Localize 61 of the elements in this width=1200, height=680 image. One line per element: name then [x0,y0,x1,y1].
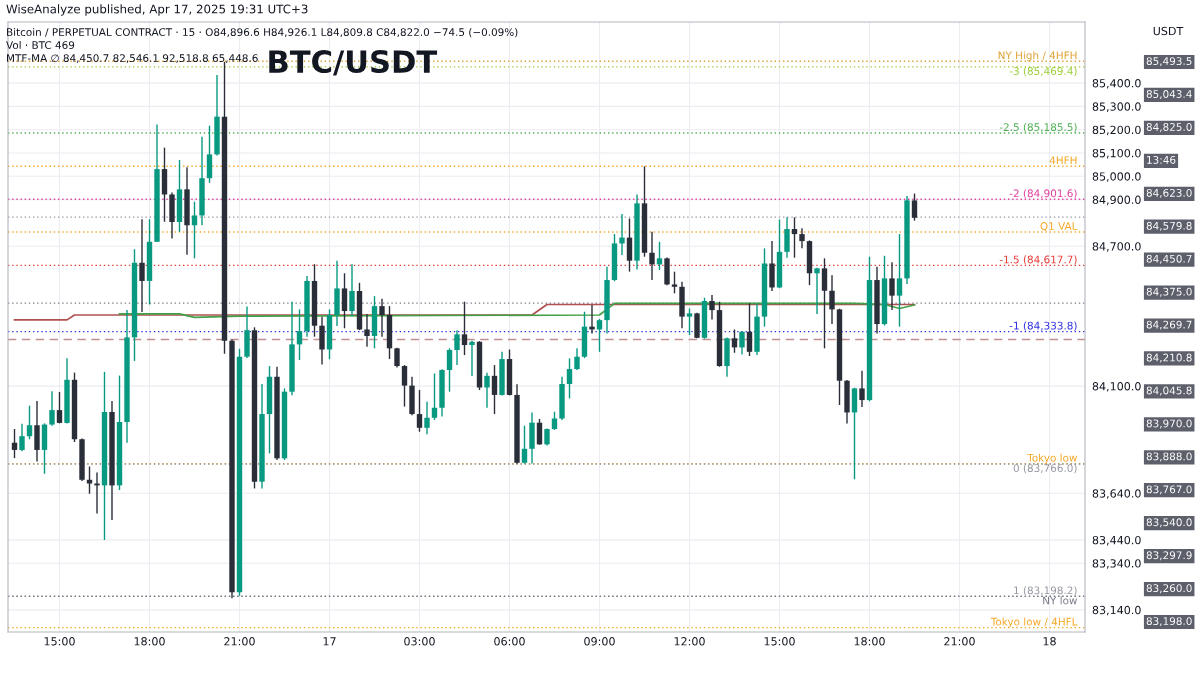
text: 83,260.0 [1146,584,1192,594]
text: 13:46 [1147,155,1176,164]
text: 84,579.8 [1146,221,1192,231]
annotation: Bitcoin / PERPETUAL CONTRACT · 15 · O84,896.6 H84,926.1 L84,809.8 C84,822.0 −74.5 (−0.09%) [7,27,518,38]
ref-line-label: 4HFH [1049,156,1077,165]
text: 85,043.4 [1146,90,1192,100]
x-tick-label: 03:00 [404,637,435,646]
text: 84,210.8 [1146,353,1192,363]
text: WiseAnalyze published, Apr 17, 2025 19:31 UTC+3 [6,4,308,16]
ref-line-label: -3 (85,469.4) [1009,66,1077,77]
text: 83,540.0 [1146,518,1192,528]
y-tick-label: 85,300.0 [1092,102,1141,112]
ref-line-label: 1 (83,198.2) [1014,586,1077,596]
text: 84,045.8 [1146,386,1192,396]
x-tick-label: 21:00 [224,637,255,646]
ref-line-label: -1.5 (84,617.7) [999,255,1077,265]
y-tick-label: 84,700.0 [1092,242,1141,252]
ref-line-label: NY low [1043,596,1078,605]
x-tick-label: 18 [1043,637,1056,646]
text: 85,493.5 [1146,57,1192,67]
x-tick-label: 17 [323,637,336,646]
text: 83,970.0 [1146,419,1192,429]
y-tick-label: 84,100.0 [1092,382,1141,392]
y-tick-label: 83,440.0 [1092,535,1141,546]
ref-line-label: -2 (84,901.6) [1009,189,1077,199]
x-tick-label: 18:00 [134,637,165,646]
x-tick-label: 15:00 [764,637,795,646]
x-tick-label: 12:00 [674,637,705,646]
x-tick-label: 06:00 [494,637,525,646]
ref-line-label: -2.5 (85,185.5) [999,123,1077,133]
y-tick-label: 83,340.0 [1092,559,1141,569]
x-tick-label: 21:00 [944,637,975,646]
annotation: Vol · BTC 469 [6,40,75,50]
x-tick-label: 09:00 [584,637,615,646]
y-tick-label: 83,140.0 [1092,605,1141,616]
ref-line-label: 0 (83,766.0) [1013,463,1077,474]
text: 84,269.7 [1146,320,1192,330]
annotation: MTF-MA ∅ 84,450.7 82,546.1 92,518.8 65,448.6 [7,54,258,64]
text: 83,767.0 [1146,485,1192,495]
text: 84,825.0 [1146,123,1192,132]
text: 83,198.0 [1146,617,1192,627]
text: 84,375.0 [1146,287,1192,297]
y-tick-label: 85,100.0 [1092,148,1141,159]
x-tick-label: 18:00 [854,637,885,646]
text: BTC/USDT [269,49,438,76]
ref-line-label: NY High / 4HFH [998,51,1077,62]
ref-line-label: -1 (84,333.8) [1009,321,1077,331]
text: 83,297.9 [1146,551,1192,561]
text: 83,888.0 [1146,452,1192,462]
y-axis-title: USDT [1153,26,1184,36]
y-tick-label: 83,640.0 [1092,489,1141,499]
x-tick-label: 15:00 [44,637,75,646]
ref-line-label: Q1 VAL [1040,222,1078,232]
text: 84,450.7 [1146,254,1192,264]
y-tick-label: 85,000.0 [1092,172,1141,182]
ref-line-label: Tokyo low / 4HFL [990,617,1078,628]
y-tick-label: 84,900.0 [1092,195,1141,206]
ref-line-label: Tokyo low [1027,453,1078,464]
y-tick-label: 85,400.0 [1092,79,1141,89]
text: 84,623.0 [1146,188,1192,198]
y-tick-label: 85,200.0 [1092,125,1141,136]
